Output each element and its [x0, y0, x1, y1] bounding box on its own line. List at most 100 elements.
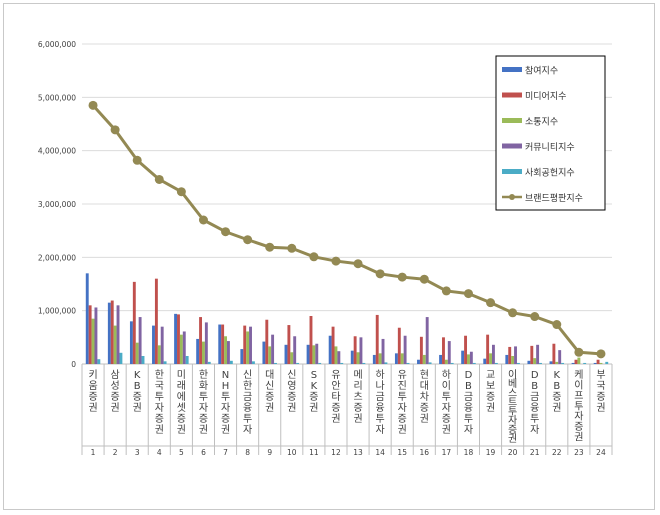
line-point — [243, 235, 253, 245]
bar — [340, 362, 344, 364]
y-tick-label: 3,000,000 — [38, 200, 76, 209]
line-point — [287, 243, 297, 253]
bar — [417, 359, 420, 364]
bar — [204, 322, 208, 364]
x-rank-label: 15 — [397, 448, 407, 457]
legend-swatch — [502, 143, 522, 149]
x-rank-label: 3 — [135, 448, 140, 457]
bar — [135, 342, 139, 364]
bar — [356, 352, 360, 364]
bar — [375, 314, 379, 364]
line-point — [596, 349, 606, 359]
bar — [384, 362, 388, 364]
bar — [533, 358, 537, 364]
bar — [561, 362, 565, 364]
x-rank-label: 16 — [420, 448, 430, 457]
bar — [577, 357, 581, 364]
bar — [94, 307, 98, 364]
x-rank-label: 17 — [442, 448, 452, 457]
bar — [262, 341, 266, 364]
bar — [400, 353, 404, 364]
x-rank-label: 23 — [574, 448, 584, 457]
x-rank-label: 10 — [287, 448, 297, 457]
bar — [444, 359, 448, 364]
bar — [439, 354, 443, 364]
x-rank-label: 20 — [508, 448, 518, 457]
bar — [107, 302, 111, 364]
bar — [350, 350, 354, 364]
line-point — [486, 298, 496, 308]
bar — [177, 314, 180, 364]
y-tick-label: 2,000,000 — [38, 253, 76, 262]
line-point — [419, 274, 429, 284]
bar — [511, 356, 515, 364]
bar — [163, 361, 167, 364]
line-point — [221, 227, 231, 237]
bar — [574, 359, 578, 364]
legend-box — [495, 55, 606, 211]
bar — [450, 362, 454, 364]
line-point — [397, 272, 407, 282]
bar — [185, 356, 189, 364]
bar — [218, 324, 222, 364]
bar — [309, 316, 313, 364]
x-rank-label: 14 — [375, 448, 385, 457]
bar — [486, 334, 490, 364]
bar — [508, 346, 512, 364]
bar — [464, 335, 468, 364]
bar — [422, 354, 426, 364]
legend-label: 사회공헌지수 — [525, 168, 575, 179]
x-rank-label: 19 — [486, 448, 496, 457]
bar — [293, 336, 297, 364]
bar — [290, 352, 294, 364]
bar — [406, 362, 410, 364]
line-point — [176, 187, 186, 197]
x-rank-label: 4 — [157, 448, 162, 457]
y-axis: 0 1,000,000 2,000,000 3,000,000 4,000,000 5,0… — [38, 40, 76, 369]
legend-label: 참여지수 — [525, 65, 558, 77]
x-rank-label: 2 — [113, 448, 118, 457]
bar — [447, 341, 451, 364]
x-rank-label: 5 — [179, 448, 184, 457]
bar — [246, 331, 250, 364]
x-axis: 키 움 증 권 1 삼 성 증 권 2 K B 증 권 3 한 국 투 자 증 권 4 미 래 에 셋 증 권 5 한 화 투 자 증 권 6 N H 투 자… — [81, 364, 613, 457]
bar — [353, 336, 357, 364]
x-rank-label: 8 — [245, 448, 250, 457]
y-tick-label: 0 — [71, 360, 76, 369]
bar — [505, 354, 509, 364]
bar — [110, 300, 114, 364]
line-point — [132, 155, 142, 165]
bar — [174, 313, 178, 364]
bar — [229, 360, 233, 364]
bar — [160, 326, 164, 364]
bar — [552, 343, 556, 364]
bar — [315, 343, 319, 364]
legend-label: 소통지수 — [525, 117, 558, 128]
line-point — [154, 174, 164, 184]
bar — [287, 325, 291, 364]
bar — [571, 362, 575, 364]
legend-swatch — [502, 118, 522, 123]
bar — [207, 361, 211, 364]
bar — [596, 359, 600, 364]
bar — [403, 335, 407, 364]
bar — [271, 334, 275, 364]
line-point — [375, 269, 385, 279]
legend-line-marker — [509, 194, 515, 200]
